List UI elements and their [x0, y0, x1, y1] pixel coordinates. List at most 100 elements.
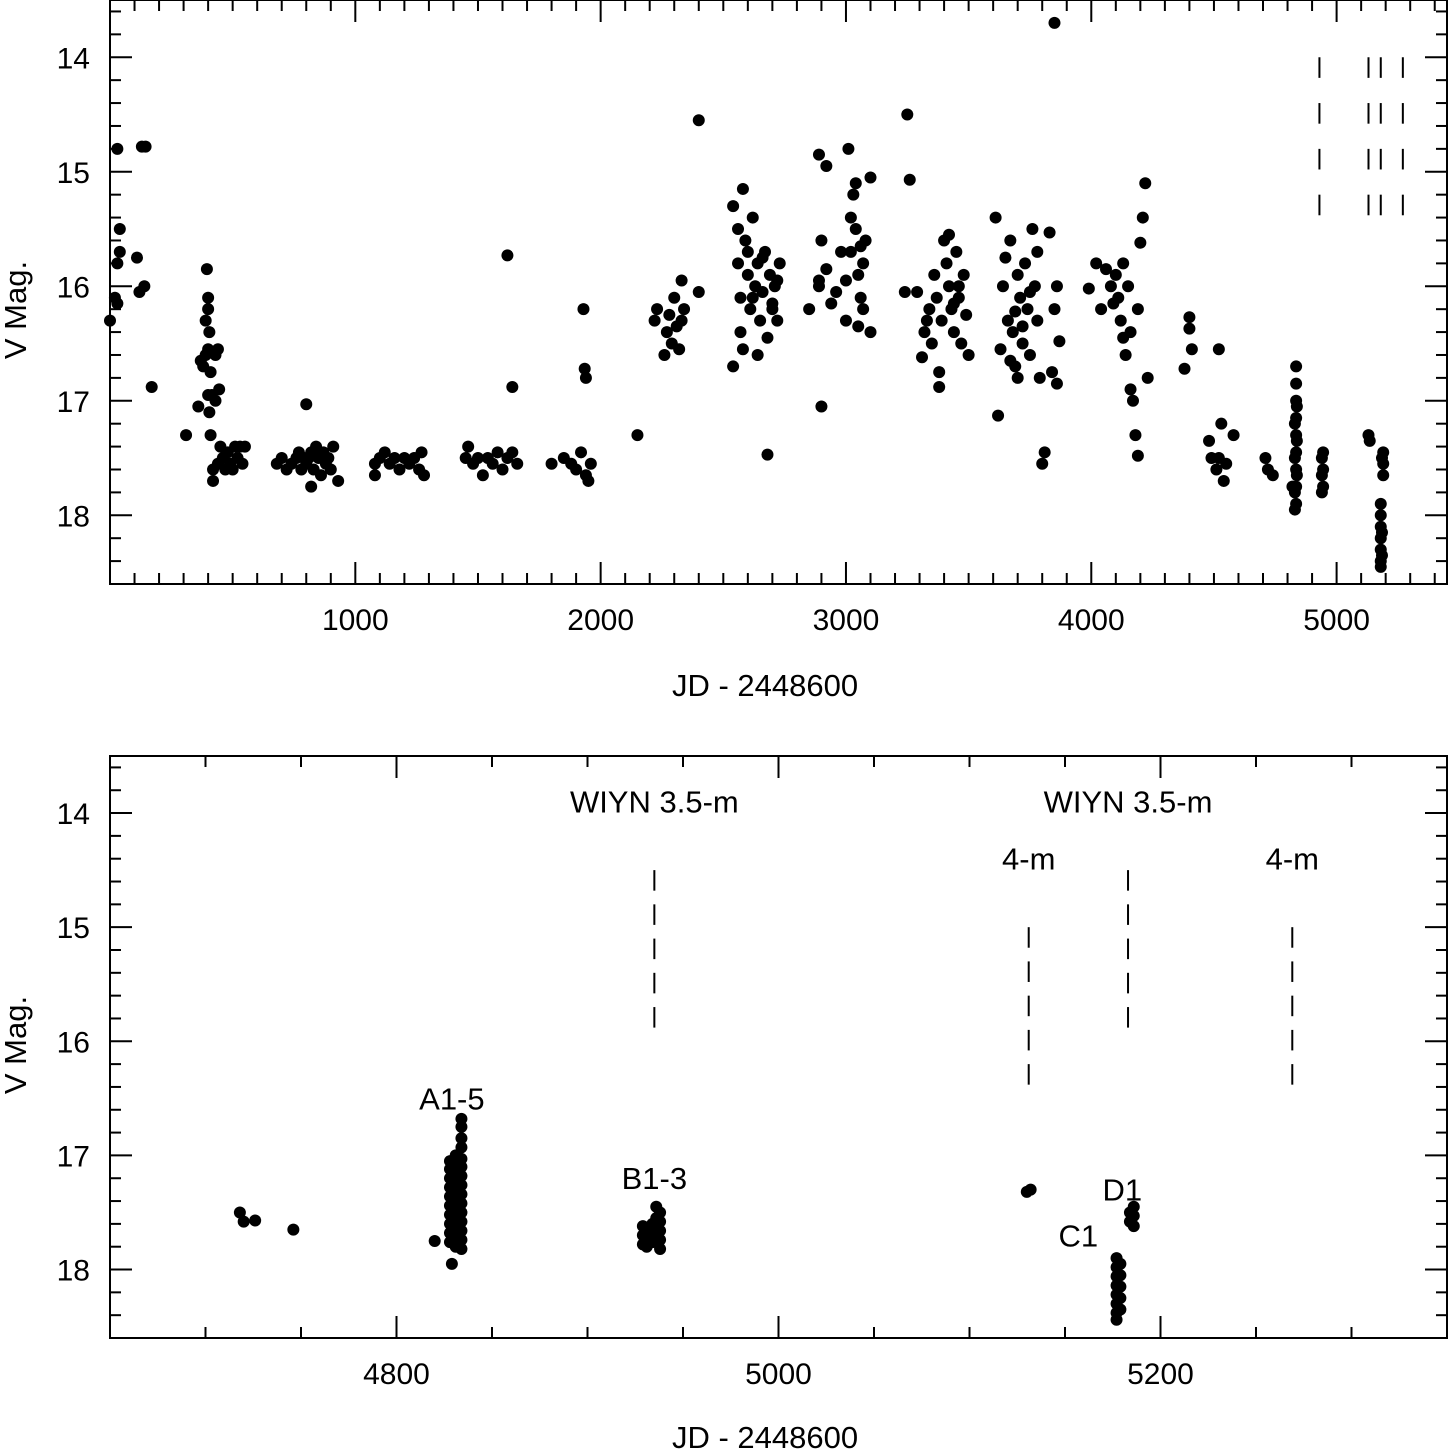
- data-point: [203, 326, 216, 339]
- annotation-label: WIYN 3.5-m: [570, 785, 739, 820]
- data-point: [139, 140, 152, 153]
- data-point: [923, 303, 936, 316]
- data-point: [1375, 452, 1388, 465]
- x-tick-label: 5000: [745, 1358, 812, 1391]
- data-point: [756, 286, 769, 298]
- data-point: [1134, 236, 1147, 249]
- data-point: [960, 308, 973, 321]
- y-tick-label: 14: [57, 798, 90, 831]
- data-point: [506, 381, 519, 394]
- data-point: [570, 463, 583, 476]
- data-point: [930, 291, 943, 304]
- data-point: [675, 314, 688, 327]
- data-point: [1126, 394, 1139, 407]
- annotation-label: A1-5: [419, 1081, 484, 1116]
- data-point: [1288, 486, 1301, 499]
- data-point: [1317, 446, 1330, 459]
- data-point: [736, 182, 749, 195]
- y-tick-label: 17: [57, 1140, 90, 1173]
- data-point: [1290, 469, 1303, 482]
- data-point: [1124, 326, 1137, 339]
- data-point: [455, 1169, 468, 1182]
- data-point: [1131, 449, 1144, 462]
- data-point: [1038, 446, 1051, 459]
- data-point: [1026, 223, 1039, 236]
- data-point: [506, 446, 519, 459]
- data-point: [455, 1206, 468, 1219]
- data-point: [249, 1214, 262, 1227]
- data-point: [844, 245, 857, 258]
- data-point: [901, 108, 914, 121]
- y-axis-title: V Mag.: [0, 996, 33, 1094]
- data-point: [1122, 280, 1135, 293]
- data-point: [918, 326, 931, 339]
- data-point: [275, 452, 288, 465]
- data-point: [455, 1179, 468, 1192]
- data-point: [741, 268, 754, 281]
- data-point: [663, 308, 676, 321]
- data-point: [226, 463, 239, 476]
- data-point: [739, 234, 752, 247]
- data-point: [732, 257, 745, 270]
- data-point: [1082, 282, 1095, 295]
- y-tick-label: 18: [57, 1255, 90, 1288]
- annotation-label: WIYN 3.5-m: [1044, 785, 1213, 820]
- data-point: [324, 463, 337, 476]
- data-point: [1127, 1209, 1140, 1222]
- data-point: [989, 211, 1002, 224]
- data-point: [1124, 383, 1137, 396]
- data-point: [825, 297, 838, 310]
- data-point: [675, 274, 688, 287]
- data-point: [756, 251, 769, 264]
- x-axis-title: JD - 2448600: [672, 668, 858, 703]
- data-point: [1011, 371, 1024, 384]
- data-point: [1016, 337, 1029, 350]
- data-point: [754, 314, 767, 327]
- data-point: [812, 280, 825, 293]
- data-point: [584, 457, 597, 470]
- data-point: [1203, 434, 1216, 447]
- data-point: [204, 429, 217, 442]
- x-tick-label: 1000: [322, 604, 389, 637]
- data-point: [898, 286, 911, 298]
- data-point: [1014, 291, 1027, 304]
- data-point: [1023, 286, 1036, 298]
- data-point: [1210, 463, 1223, 476]
- y-tick-label: 15: [57, 912, 90, 945]
- data-point: [842, 142, 855, 155]
- data-point: [1117, 257, 1130, 270]
- y-tick-label: 16: [57, 271, 90, 304]
- data-point: [1112, 291, 1125, 304]
- tick-labels: 4800 5000 5200 14 15 16 17 18: [57, 798, 1194, 1391]
- data-point: [839, 314, 852, 327]
- data-point: [1090, 257, 1103, 270]
- data-point: [771, 274, 784, 287]
- data-point: [1104, 280, 1117, 293]
- data-point: [314, 469, 327, 482]
- data-point: [830, 286, 843, 298]
- data-point: [202, 291, 215, 304]
- data-point: [942, 280, 955, 293]
- data-point: [903, 173, 916, 186]
- data-point: [673, 343, 686, 356]
- data-point: [1004, 234, 1017, 247]
- data-point: [496, 463, 509, 476]
- data-point: [428, 1235, 441, 1247]
- plot-frame: [109, 0, 1448, 585]
- data-point: [1290, 497, 1303, 510]
- data-point: [844, 211, 857, 224]
- data-point: [1185, 343, 1198, 356]
- data-point: [1043, 226, 1056, 239]
- annotation-label: B1-3: [622, 1161, 687, 1196]
- observation-markers: [1318, 57, 1404, 216]
- y-tick-label: 15: [57, 157, 90, 190]
- data-point: [113, 223, 126, 236]
- data-point: [1227, 429, 1240, 442]
- data-point: [962, 348, 975, 361]
- data-point: [744, 303, 757, 316]
- data-point: [1011, 268, 1024, 281]
- data-point: [130, 251, 143, 264]
- data-point: [471, 452, 484, 465]
- data-point: [1377, 469, 1390, 482]
- data-point: [1004, 354, 1017, 367]
